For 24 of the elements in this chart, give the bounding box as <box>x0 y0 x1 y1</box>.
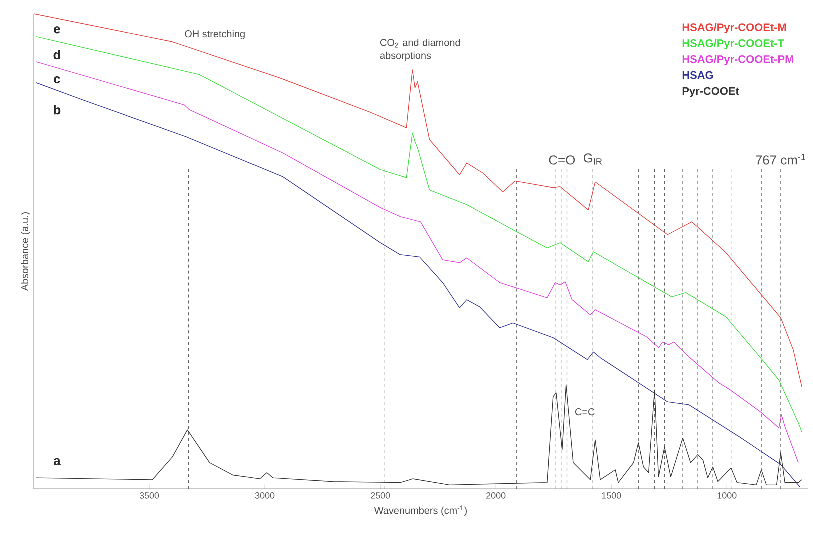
annotation: C=C <box>575 408 595 416</box>
annotation: a <box>54 458 61 466</box>
annotation: c <box>54 76 60 84</box>
text: HSAG/Pyr-COOEt-M <box>682 23 786 34</box>
text: HSAG <box>682 71 714 80</box>
annotation: d <box>54 50 60 60</box>
x-tick-label: 2500 <box>371 492 390 499</box>
x-tick-label: 3500 <box>140 492 160 499</box>
x-axis-title: Wavenumbers (cm$^{-1}$) <box>374 506 467 516</box>
text: HSAG/Pyr-COOEt-PM <box>682 55 794 66</box>
annotation: b <box>54 105 61 115</box>
ref-line-label: 767 cm$^{-1}$ <box>756 154 806 165</box>
y-axis-title: Absorbance (a.u.) <box>21 212 30 292</box>
annotation: CO$_{2}$ and diamond absorptions <box>380 38 460 62</box>
x-tick-label: 1500 <box>602 492 622 499</box>
ref-line-label: C=O <box>549 156 576 165</box>
x-tick-label: 1000 <box>718 492 737 499</box>
text: Pyr-COOEt <box>682 87 740 98</box>
annotation: e <box>54 26 60 34</box>
annotation: OH stretching <box>185 30 245 40</box>
ref-line-label: G$_{IR}$ <box>584 154 602 165</box>
text: HSAG/Pyr-COOEt-T <box>682 39 784 50</box>
x-tick-label: 3000 <box>255 492 275 499</box>
x-tick-label: 2000 <box>486 492 506 499</box>
